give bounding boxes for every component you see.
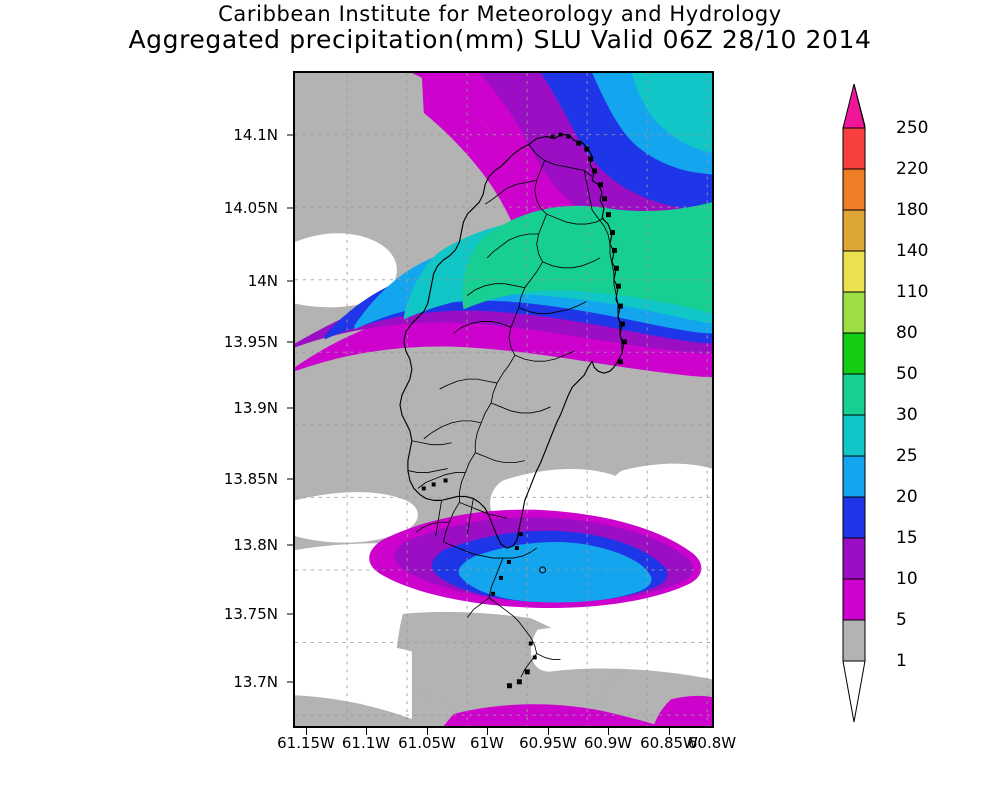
- y-axis-tick-1: 14.05N: [223, 199, 278, 217]
- x-axis-tick-mark: [306, 728, 307, 735]
- y-axis-tick-mark: [287, 478, 295, 480]
- y-axis-tick-3: 13.95N: [223, 333, 278, 351]
- y-axis-tick-5: 13.85N: [223, 470, 278, 488]
- y-axis-tick-mark: [287, 407, 295, 409]
- x-axis-tick-5: 60.9W: [583, 734, 633, 752]
- colorbar-label-140: 140: [896, 241, 929, 261]
- x-axis-tick-6: 60.85W: [640, 734, 698, 752]
- colorbar-label-220: 220: [896, 159, 929, 179]
- y-axis-tick-mark: [287, 613, 295, 615]
- x-axis-tick-mark: [427, 728, 428, 735]
- page-title: Aggregated precipitation(mm) SLU Valid 0…: [128, 25, 872, 54]
- x-axis-tick-4: 60.95W: [519, 734, 577, 752]
- y-axis-tick-mark: [287, 134, 295, 136]
- y-axis-tick-0: 14.1N: [233, 126, 278, 144]
- x-axis-tick-2: 61.05W: [398, 734, 456, 752]
- chart-title-block: Caribbean Institute for Meteorology and …: [0, 2, 1000, 54]
- x-axis-tick-1: 61.1W: [341, 734, 391, 752]
- y-axis-tick-8: 13.7N: [233, 673, 278, 691]
- y-axis-tick-4: 13.9N: [233, 399, 278, 417]
- colorbar-label-15: 15: [896, 528, 918, 548]
- colorbar-label-80: 80: [896, 323, 918, 343]
- x-axis-tick-mark: [487, 728, 488, 735]
- chart-subtitle: Caribbean Institute for Meteorology and …: [218, 2, 782, 26]
- x-axis-tick-mark: [669, 728, 670, 735]
- y-axis-tick-mark: [287, 280, 295, 282]
- contour-map-canvas: [295, 73, 712, 726]
- y-axis-tick-mark: [287, 681, 295, 683]
- x-axis-tick-mark: [366, 728, 367, 735]
- colorbar-swatches: [842, 84, 866, 723]
- colorbar-label-1: 1: [896, 651, 907, 671]
- x-axis-tick-7: 60.8W: [687, 734, 737, 752]
- y-axis-tick-mark: [287, 544, 295, 546]
- precipitation-colorbar[interactable]: 250 220 180 140 110 80 50 30 25 20 15 10…: [830, 84, 950, 724]
- colorbar-label-5: 5: [896, 610, 907, 630]
- y-axis-tick-mark: [287, 341, 295, 343]
- colorbar-label-25: 25: [896, 446, 918, 466]
- colorbar-label-10: 10: [896, 569, 918, 589]
- colorbar-label-180: 180: [896, 200, 929, 220]
- x-axis-tick-3: 61W: [470, 734, 504, 752]
- y-axis-tick-7: 13.75N: [223, 605, 278, 623]
- y-axis-tick-6: 13.8N: [233, 536, 278, 554]
- x-axis-tick-0: 61.15W: [277, 734, 335, 752]
- x-axis-tick-mark: [548, 728, 549, 735]
- y-axis-tick-mark: [287, 207, 295, 209]
- colorbar-label-20: 20: [896, 487, 918, 507]
- colorbar-label-30: 30: [896, 405, 918, 425]
- x-axis-tick-mark: [608, 728, 609, 735]
- colorbar-label-250: 250: [896, 118, 929, 138]
- y-axis-tick-2: 14N: [247, 272, 278, 290]
- colorbar-label-110: 110: [896, 282, 929, 302]
- colorbar-label-50: 50: [896, 364, 918, 384]
- precipitation-map-plot[interactable]: [293, 71, 714, 728]
